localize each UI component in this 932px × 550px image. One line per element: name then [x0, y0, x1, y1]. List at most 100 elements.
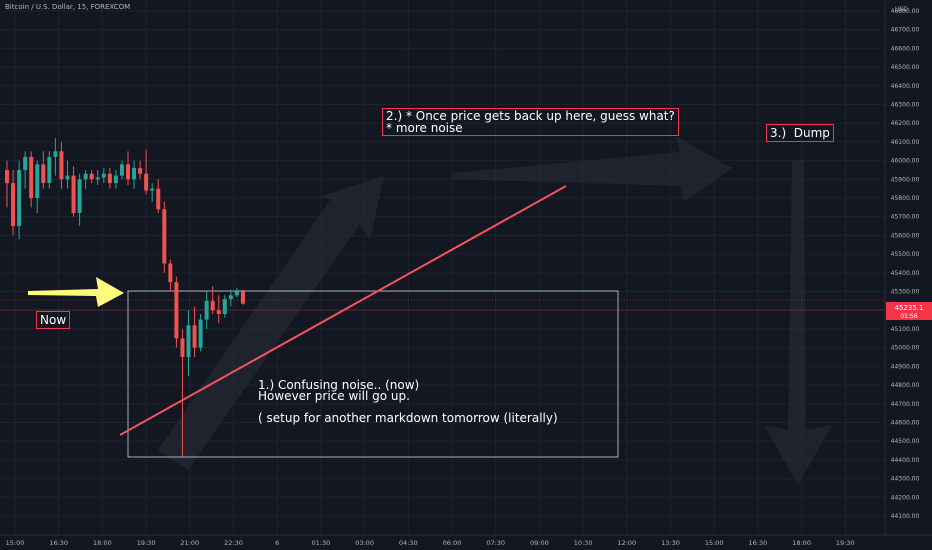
candle-body [83, 173, 88, 180]
time-tick-label: 03:00 [355, 539, 374, 547]
candle [113, 169, 118, 189]
candle [101, 168, 106, 184]
candle [83, 169, 88, 189]
currency-label: USD [895, 6, 908, 13]
candle [240, 289, 245, 305]
note1-rectangle[interactable] [127, 290, 619, 458]
candle [77, 173, 82, 227]
candle-body [11, 183, 16, 227]
candle-body [144, 173, 149, 191]
price-tick-label: 45300.00 [891, 289, 920, 296]
price-tick-label: 45500.00 [891, 251, 920, 258]
time-tick-label: 19:30 [137, 539, 156, 547]
time-tick-label: 12:00 [617, 539, 636, 547]
now-label[interactable]: Now [36, 311, 71, 329]
candle-body [228, 295, 233, 300]
time-tick-label: 16:30 [749, 539, 768, 547]
candle [89, 169, 94, 184]
candle [162, 201, 167, 273]
candle-body [216, 310, 221, 314]
time-tick-label: 21:00 [180, 539, 199, 547]
time-tick-label: 10:30 [574, 539, 593, 547]
candle-body [119, 164, 124, 176]
candle [192, 306, 197, 358]
candle [234, 287, 239, 298]
candle [5, 160, 9, 208]
time-tick-label: 22:30 [224, 539, 243, 547]
price-tick-label: 44100.00 [891, 513, 920, 520]
price-tick-label: 46300.00 [891, 102, 920, 109]
price-tick-label: 46000.00 [891, 158, 920, 165]
candle [216, 295, 221, 324]
candle-body [222, 299, 227, 314]
price-tick-label: 45100.00 [891, 326, 920, 333]
candle-body [192, 325, 197, 348]
candle-body [23, 156, 28, 170]
candle [119, 160, 124, 180]
time-tick-label: 19:30 [836, 539, 855, 547]
now-arrow-icon[interactable] [28, 277, 124, 307]
candle-body [150, 188, 155, 191]
price-tick-label: 45000.00 [891, 345, 920, 352]
candle [168, 259, 173, 292]
price-tick-label: 46200.00 [891, 120, 920, 127]
candles-layer [5, 138, 245, 457]
candle-body [41, 164, 46, 184]
candle [144, 149, 149, 195]
symbol-title[interactable]: Bitcoin / U.S. Dollar, 15, FOREXCOM [5, 3, 131, 11]
candle-body [29, 156, 34, 199]
candle [53, 138, 58, 176]
price-tick-label: 45800.00 [891, 195, 920, 202]
time-tick-label: 13:30 [661, 539, 680, 547]
time-tick-label: 15:00 [705, 539, 724, 547]
price-tick-label: 46800.00 [891, 8, 920, 15]
candle-body [47, 156, 52, 184]
candle [71, 166, 76, 217]
candle [186, 310, 191, 376]
price-tick-label: 44600.00 [891, 419, 920, 426]
trend-line[interactable] [119, 185, 567, 436]
time-tick-label: 18:00 [792, 539, 811, 547]
candle-body [198, 319, 203, 348]
time-tick-label: 18:00 [93, 539, 112, 547]
price-tick-label: 44800.00 [891, 382, 920, 389]
candle [95, 169, 100, 185]
time-tick-label: 04:30 [399, 539, 418, 547]
price-tick-label: 44200.00 [891, 494, 920, 501]
candle-body [126, 164, 130, 180]
candle [11, 169, 16, 236]
candle-body [35, 164, 40, 199]
price-tick-label: 44900.00 [891, 363, 920, 370]
projection-arrow-up-icon [158, 176, 384, 470]
candle [35, 160, 40, 213]
last-price-badge [886, 302, 932, 320]
chart-grid [0, 0, 885, 535]
candle [65, 160, 70, 189]
candle [204, 291, 209, 329]
projection-arrow-down-icon [764, 160, 832, 485]
candle [174, 276, 179, 348]
time-tick-label: 16:30 [49, 539, 68, 547]
candle-body [204, 300, 209, 320]
note3-text[interactable]: 3.) Dump [766, 124, 834, 142]
candle-body [132, 168, 137, 180]
price-tick-label: 45600.00 [891, 232, 920, 239]
candle [107, 168, 112, 189]
candle [126, 151, 130, 185]
candle-body [168, 263, 173, 283]
candle [59, 141, 64, 189]
candle-body [138, 168, 143, 174]
candle-body [174, 282, 179, 339]
candle [156, 179, 161, 213]
candle-body [234, 291, 239, 296]
projection-arrow-right-icon [452, 136, 732, 202]
candle-body [89, 173, 94, 180]
candle [132, 160, 137, 189]
time-tick-label: 01:30 [312, 539, 331, 547]
price-tick-label: 45700.00 [891, 214, 920, 221]
candle-body [17, 169, 22, 227]
note1-text[interactable]: 1.) Confusing noise.. (now) However pric… [258, 378, 558, 425]
note2-text[interactable]: 2.) * Once price gets back up here, gues… [382, 108, 679, 136]
time-tick-label: 09:00 [530, 539, 549, 547]
